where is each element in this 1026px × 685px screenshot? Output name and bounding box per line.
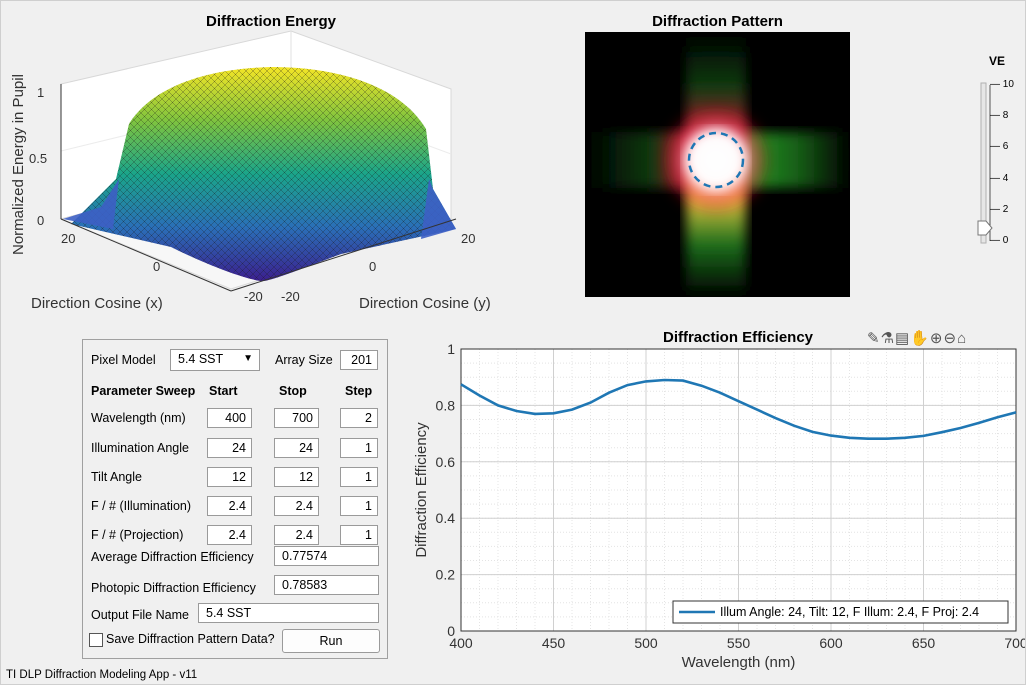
- step-input[interactable]: 2: [340, 408, 378, 428]
- stop-input[interactable]: 12: [274, 467, 319, 487]
- stop-input[interactable]: 2.4: [274, 525, 319, 545]
- pixel-model-value: 5.4 SST: [178, 352, 224, 366]
- energy-xtick-0: 0: [153, 259, 160, 274]
- dropdown-arrow-icon: ▼: [243, 353, 253, 364]
- x-axis-label: Wavelength (nm): [682, 654, 796, 671]
- header-parameter-sweep: Parameter Sweep: [91, 384, 196, 398]
- y-tick-label: 0.2: [436, 567, 456, 583]
- save-pattern-label: Save Diffraction Pattern Data?: [106, 632, 275, 646]
- energy-zlabel: Normalized Energy in Pupil: [10, 74, 27, 255]
- pattern-title: Diffraction Pattern: [652, 13, 783, 30]
- legend-box: [672, 600, 1009, 624]
- step-input[interactable]: 1: [340, 496, 378, 516]
- data-tip-icon[interactable]: ✎: [867, 330, 881, 347]
- step-input[interactable]: 1: [340, 467, 378, 487]
- ve-label: VE: [989, 54, 1006, 68]
- pixel-model-label: Pixel Model: [91, 353, 156, 367]
- run-button[interactable]: Run: [282, 629, 380, 653]
- sweep-row-label: F / # (Illumination): [91, 499, 192, 513]
- series-line: [460, 378, 1017, 440]
- energy-ztick-0: 0: [37, 213, 44, 228]
- start-input[interactable]: 400: [207, 408, 252, 428]
- axes-toolbar: ✎⚗▤✋⊕⊖⌂: [867, 329, 967, 347]
- sweep-row-label: F / # (Projection): [91, 528, 184, 542]
- x-tick-label: 700: [1004, 635, 1025, 651]
- x-tick-label: 500: [634, 635, 658, 651]
- array-size-input[interactable]: 201: [340, 350, 378, 370]
- start-input[interactable]: 2.4: [207, 525, 252, 545]
- ve-slider[interactable]: [971, 79, 1021, 251]
- home-icon[interactable]: ⌂: [957, 330, 968, 347]
- start-input[interactable]: 12: [207, 467, 252, 487]
- zoom-in-icon[interactable]: ⊕: [929, 330, 944, 347]
- step-input[interactable]: 1: [340, 438, 378, 458]
- ve-tick-label: — 8: [990, 110, 1009, 122]
- pixel-model-select[interactable]: 5.4 SST ▼: [170, 349, 260, 371]
- y-tick-label: 0.4: [436, 510, 456, 526]
- diffraction-pattern-image[interactable]: [585, 32, 850, 297]
- energy-xtick-neg20: -20: [244, 289, 263, 304]
- legend-entry: Illum Angle: 24, Tilt: 12, F Illum: 2.4,…: [720, 605, 979, 619]
- photopic-output: 0.78583: [274, 575, 379, 595]
- footer-text: TI DLP Diffraction Modeling App - v11: [6, 669, 198, 681]
- energy-surface-plot[interactable]: 1 0.5 0 20 0 -20 -20 0 20 Direction Cosi…: [1, 29, 521, 319]
- ve-slider-thumb[interactable]: [976, 219, 994, 237]
- sweep-row-label: Wavelength (nm): [91, 411, 186, 425]
- stop-input[interactable]: 24: [274, 438, 319, 458]
- x-tick-label: 400: [449, 635, 473, 651]
- header-stop: Stop: [279, 384, 307, 398]
- y-axis-label: Diffraction Efficiency: [413, 422, 430, 558]
- energy-ytick-neg20: -20: [281, 289, 300, 304]
- save-pattern-checkbox[interactable]: [89, 633, 103, 647]
- step-input[interactable]: 1: [340, 525, 378, 545]
- sweep-row-label: Tilt Angle: [91, 470, 142, 484]
- energy-ztick-0.5: 0.5: [29, 151, 47, 166]
- y-tick-label: 0: [447, 623, 455, 639]
- plot-border: [460, 348, 1017, 632]
- start-input[interactable]: 2.4: [207, 496, 252, 516]
- sweep-row-label: Illumination Angle: [91, 441, 189, 455]
- x-tick-label: 550: [727, 635, 751, 651]
- stop-input[interactable]: 2.4: [274, 496, 319, 516]
- start-input[interactable]: 24: [207, 438, 252, 458]
- ve-tick-label: — 10: [990, 79, 1014, 90]
- ve-tick-label: — 6: [990, 141, 1009, 153]
- efficiency-chart[interactable]: 400 450 500 550 600 650 700 0 0.2 0.4 0.6 0.8 1 Wavel…: [401, 341, 1025, 681]
- legend-icon[interactable]: ▤: [895, 330, 911, 347]
- energy-plot-title: Diffraction Energy: [205, 13, 337, 30]
- avg-eff-output: 0.77574: [274, 546, 379, 566]
- avg-eff-label: Average Diffraction Efficiency: [91, 550, 254, 564]
- y-tick-label: 1: [447, 341, 455, 357]
- energy-ylabel: Direction Cosine (y): [359, 295, 491, 312]
- energy-xlabel: Direction Cosine (x): [31, 295, 163, 312]
- ve-tick-label: — 0: [990, 235, 1009, 246]
- efficiency-chart-title: Diffraction Efficiency: [662, 329, 814, 346]
- ve-tick-label: — 2: [990, 203, 1009, 215]
- x-tick-label: 650: [912, 635, 936, 651]
- output-file-label: Output File Name: [91, 608, 189, 622]
- zoom-out-icon[interactable]: ⊖: [943, 330, 958, 347]
- x-tick-label: 450: [542, 635, 566, 651]
- y-tick-label: 0.8: [436, 397, 456, 413]
- energy-ztick-1: 1: [37, 85, 44, 100]
- ve-tick-label: — 4: [990, 172, 1009, 184]
- energy-ytick-0: 0: [369, 259, 376, 274]
- header-step: Step: [345, 384, 373, 398]
- pan-icon[interactable]: ✋: [910, 330, 930, 347]
- output-file-input[interactable]: 5.4 SST: [198, 603, 379, 623]
- parameter-panel: Pixel Model 5.4 SST ▼ Array Size 201 Par…: [82, 339, 388, 659]
- brush-icon[interactable]: ⚗: [880, 330, 896, 347]
- stop-input[interactable]: 700: [274, 408, 319, 428]
- pupil-circle: [687, 131, 745, 189]
- energy-xtick-20: 20: [61, 231, 75, 246]
- header-start: Start: [209, 384, 238, 398]
- ve-tick-labels: — 10 — 8 — 6 — 4 — 2 — 0: [990, 79, 1026, 251]
- energy-ytick-20: 20: [461, 231, 475, 246]
- y-tick-label: 0.6: [436, 454, 456, 470]
- photopic-label: Photopic Diffraction Efficiency: [91, 581, 256, 595]
- array-size-label: Array Size: [275, 353, 333, 367]
- x-tick-label: 600: [819, 635, 843, 651]
